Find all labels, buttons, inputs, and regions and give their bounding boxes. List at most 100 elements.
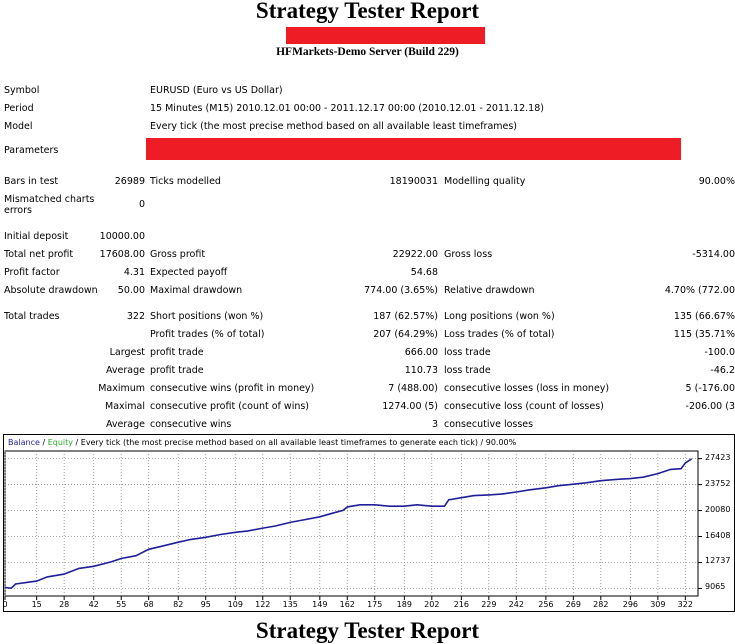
x-tick-label-24: 322 (677, 600, 693, 609)
modelling-quality-value: 90.00% (698, 176, 735, 187)
absolute-drawdown-value: 50.00 (117, 285, 145, 296)
long-positions-value: 135 (66.67% (673, 311, 735, 322)
footer-title: Strategy Tester Report (255, 618, 480, 643)
redacted-parameters (146, 138, 681, 160)
x-tick-label-5: 68 (143, 600, 154, 609)
short-positions-value: 187 (62.57%) (373, 311, 438, 322)
model-value: Every tick (the most precise method base… (150, 121, 518, 132)
y-tick-label-4: 23752 (705, 478, 731, 488)
x-tick-label-12: 162 (339, 600, 355, 609)
ticks-modelled-label: Ticks modelled (150, 176, 221, 187)
largest-loss-label: loss trade (444, 347, 491, 358)
legend-balance: Balance (8, 438, 40, 447)
maximum-label: Maximum (98, 383, 145, 394)
gross-loss-value: -5314.00 (692, 249, 735, 260)
maximal-consec-loss-label: consecutive loss (count of losses) (444, 401, 604, 412)
expected-payoff-label: Expected payoff (150, 267, 228, 278)
x-tick-label-1: 15 (31, 600, 42, 609)
x-tick-label-4: 55 (116, 600, 127, 609)
total-net-profit-label: Total net profit (4, 249, 74, 260)
x-tick-label-23: 309 (650, 600, 666, 609)
largest-label: Largest (109, 347, 145, 358)
profit-factor-value: 4.31 (123, 267, 145, 278)
average2-label: Average (105, 419, 145, 430)
total-net-profit-value: 17608.00 (99, 249, 145, 260)
loss-trades-value: 115 (35.71% (673, 329, 735, 340)
x-tick-label-9: 122 (255, 600, 271, 609)
x-tick-label-20: 269 (565, 600, 581, 609)
y-tick-label-2: 16408 (705, 530, 731, 540)
largest-profit-value: 666.00 (404, 347, 438, 358)
redacted-account (286, 27, 485, 44)
maximal-label: Maximal (105, 401, 145, 412)
avg-consec-losses-label: consecutive losses (444, 419, 534, 430)
gross-profit-value: 22922.00 (392, 249, 438, 260)
balance-chart (3, 434, 735, 612)
maximal-consec-loss-value: -206.00 (3 (685, 401, 735, 412)
mismatched-label-1: Mismatched charts (4, 194, 95, 205)
maximal-consec-profit-value: 1274.00 (5) (382, 401, 438, 412)
average-profit-value: 110.73 (404, 365, 438, 376)
x-tick-label-6: 82 (173, 600, 184, 609)
period-value: 15 Minutes (M15) 2010.12.01 00:00 - 2011… (150, 103, 544, 114)
maximal-consec-profit-label: consecutive profit (count of wins) (150, 401, 310, 412)
relative-drawdown-label: Relative drawdown (444, 285, 535, 296)
symbol-value: EURUSD (Euro vs US Dollar) (150, 85, 283, 96)
maximal-drawdown-label: Maximal drawdown (150, 285, 243, 296)
x-tick-label-17: 229 (481, 600, 497, 609)
x-tick-label-8: 109 (227, 600, 243, 609)
x-tick-label-10: 135 (282, 600, 298, 609)
bars-in-test-value: 26989 (114, 176, 145, 187)
report-title: Strategy Tester Report (255, 0, 480, 23)
max-consec-losses-label: consecutive losses (loss in money) (444, 383, 610, 394)
expected-payoff-value: 54.68 (410, 267, 438, 278)
max-consec-losses-value: 5 (-176.00 (685, 383, 735, 394)
x-tick-label-14: 189 (396, 600, 412, 609)
x-tick-label-19: 256 (538, 600, 554, 609)
short-positions-label: Short positions (won %) (150, 311, 264, 322)
average-loss-value: -46.2 (710, 365, 735, 376)
x-tick-label-15: 202 (424, 600, 440, 609)
maximal-drawdown-value: 774.00 (3.65%) (364, 285, 438, 296)
y-tick-label-1: 12737 (705, 556, 731, 566)
ticks-modelled-value: 18190031 (389, 176, 438, 187)
max-consec-wins-value: 7 (488.00) (388, 383, 438, 394)
balance-line-0 (4, 458, 693, 590)
absolute-drawdown-label: Absolute drawdown (4, 285, 98, 296)
average-profit-label: profit trade (150, 365, 204, 376)
y-tick-label-3: 20080 (705, 504, 731, 514)
max-consec-wins-label: consecutive wins (profit in money) (150, 383, 315, 394)
bars-in-test-label: Bars in test (4, 176, 59, 187)
avg-consec-wins-label: consecutive wins (150, 419, 232, 430)
largest-profit-label: profit trade (150, 347, 204, 358)
model-label: Model (4, 121, 33, 132)
x-tick-label-11: 149 (312, 600, 328, 609)
gross-profit-label: Gross profit (150, 249, 206, 260)
x-tick-label-18: 242 (508, 600, 524, 609)
server-name: HFMarkets-Demo Server (Build 229) (276, 46, 459, 58)
x-tick-label-7: 95 (200, 600, 211, 609)
total-trades-label: Total trades (4, 311, 60, 322)
largest-loss-value: -100.0 (704, 347, 735, 358)
period-label: Period (4, 103, 34, 114)
profit-trades-value: 207 (64.29%) (373, 329, 438, 340)
x-tick-label-16: 216 (453, 600, 469, 609)
initial-deposit-value: 10000.00 (99, 231, 145, 242)
profit-factor-label: Profit factor (4, 267, 60, 278)
parameters-label: Parameters (4, 145, 59, 156)
gross-loss-label: Gross loss (444, 249, 493, 260)
x-tick-label-0: 0 (2, 600, 8, 609)
legend-equity: Equity (47, 438, 73, 447)
average-loss-label: loss trade (444, 365, 491, 376)
average-label: Average (105, 365, 145, 376)
y-tick-label-0: 9065 (705, 582, 726, 592)
x-tick-label-13: 175 (367, 600, 383, 609)
initial-deposit-label: Initial deposit (4, 231, 69, 242)
symbol-label: Symbol (4, 85, 40, 96)
mismatched-value: 0 (138, 199, 145, 210)
x-tick-label-21: 282 (593, 600, 609, 609)
chart-legend: Balance / Equity / Every tick (the most … (8, 438, 517, 447)
loss-trades-label: Loss trades (% of total) (444, 329, 555, 340)
plot-area (4, 450, 699, 597)
x-tick-label-3: 42 (88, 600, 99, 609)
